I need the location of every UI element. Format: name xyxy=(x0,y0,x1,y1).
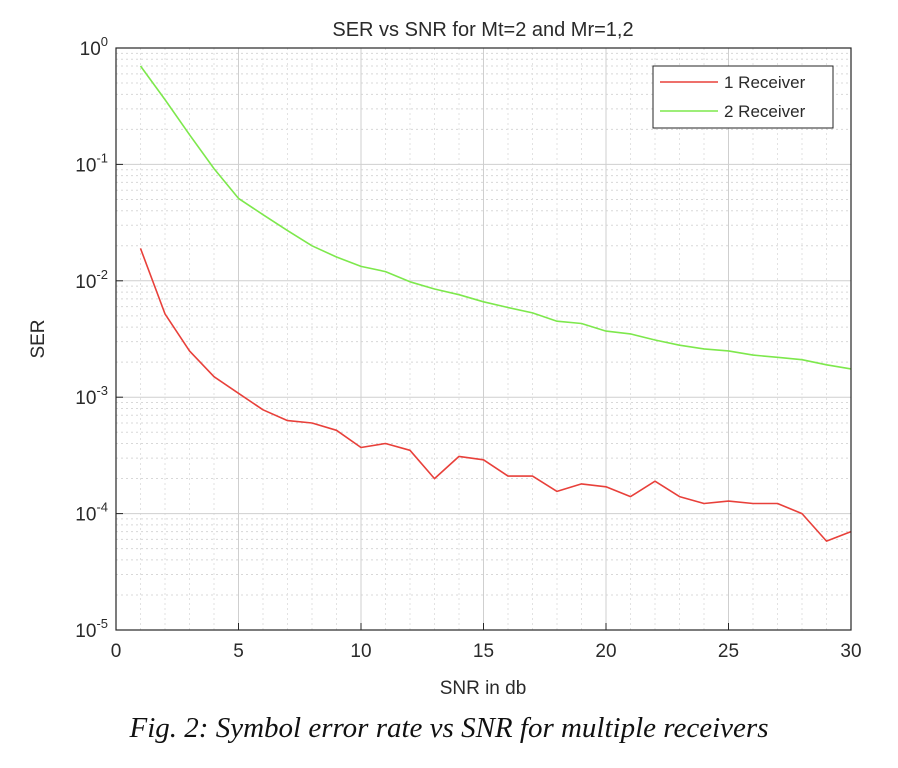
legend: 1 Receiver 2 Receiver xyxy=(652,65,834,129)
x-tick-label: 30 xyxy=(840,641,861,662)
y-tick-label: 100 xyxy=(80,34,108,60)
minor-grid xyxy=(116,48,851,630)
series-layer xyxy=(139,65,852,542)
axis-ticks: 0 5 10 15 20 25 30 10-5 10-4 10-3 10-2 10-1 100 xyxy=(75,34,861,662)
series-line-1 xyxy=(139,248,852,542)
x-tick-label: 15 xyxy=(473,641,494,662)
y-tick-label: 10-5 xyxy=(75,616,108,642)
x-tick-label: 5 xyxy=(233,641,244,662)
legend-box xyxy=(652,65,834,129)
y-tick-label: 10-4 xyxy=(75,500,108,526)
x-tick-label: 0 xyxy=(111,641,122,662)
y-axis-label: SER xyxy=(28,319,49,358)
legend-label: 2 Receiver xyxy=(724,102,806,121)
series-line-2 xyxy=(139,65,852,370)
figure-caption: Fig. 2: Symbol error rate vs SNR for mul… xyxy=(129,712,769,744)
x-tick-label: 25 xyxy=(718,641,739,662)
y-tick-label: 10-3 xyxy=(75,383,108,409)
legend-label: 1 Receiver xyxy=(724,73,806,92)
y-tick-label: 10-1 xyxy=(75,150,108,176)
x-tick-label: 10 xyxy=(350,641,371,662)
x-axis-label: SNR in db xyxy=(440,678,527,699)
chart: 0 5 10 15 20 25 30 10-5 10-4 10-3 10-2 10-1 100 SER … xyxy=(28,19,862,699)
chart-title: SER vs SNR for Mt=2 and Mr=1,2 xyxy=(332,19,633,41)
x-tick-label: 20 xyxy=(595,641,616,662)
y-tick-label: 10-2 xyxy=(75,267,108,293)
